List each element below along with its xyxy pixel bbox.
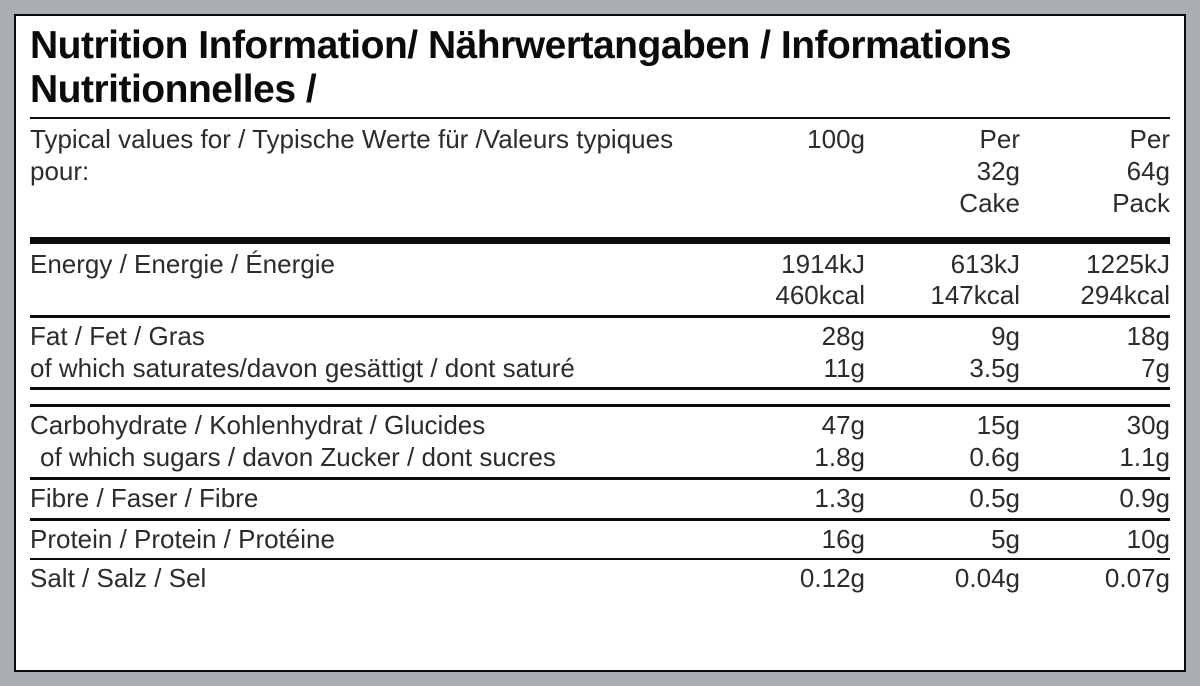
carb-c3: 30g xyxy=(1030,410,1170,442)
protein-c2: 5g xyxy=(875,524,1030,556)
carb-label-line: Carbohydrate / Kohlenhydrat / Glucides xyxy=(30,410,695,442)
header-col2-l2: 32g xyxy=(875,156,1020,188)
header-col-pack: Per 64g Pack xyxy=(1030,124,1170,219)
fat-c1: 28g xyxy=(695,321,865,353)
energy-label: Energy / Energie / Énergie xyxy=(30,249,695,281)
fat-label: Fat / Fet / Gras of which saturates/davo… xyxy=(30,321,695,384)
energy-col1: 1914kJ 460kcal xyxy=(695,249,875,312)
fat-sat-label: of which saturates/davon gesättigt / don… xyxy=(30,353,695,385)
carb-col1: 47g 1.8g xyxy=(695,410,875,473)
fat-sat-c3: 7g xyxy=(1030,353,1170,385)
energy-col2: 613kJ 147kcal xyxy=(875,249,1030,312)
carb-sugar-label: of which sugars / davon Zucker / dont su… xyxy=(30,442,695,474)
fat-col3: 18g 7g xyxy=(1030,321,1170,384)
header-col2-l1: Per xyxy=(875,124,1020,156)
row-salt: Salt / Salz / Sel 0.12g 0.04g 0.07g xyxy=(30,560,1170,598)
fibre-c1: 1.3g xyxy=(695,483,875,515)
header-col3-l1: Per xyxy=(1030,124,1170,156)
nutrition-panel: Nutrition Information/ Nährwertangaben /… xyxy=(14,14,1186,672)
salt-label: Salt / Salz / Sel xyxy=(30,563,695,595)
fat-col2: 9g 3.5g xyxy=(875,321,1030,384)
carb-sugar-c2: 0.6g xyxy=(875,442,1020,474)
header-row: Typical values for / Typische Werte für … xyxy=(30,119,1170,222)
energy-c2-kcal: 147kcal xyxy=(875,280,1020,312)
salt-c3: 0.07g xyxy=(1030,563,1170,595)
header-col-serving: Per 32g Cake xyxy=(875,124,1030,219)
row-carb: Carbohydrate / Kohlenhydrat / Glucides o… xyxy=(30,407,1170,476)
header-col2-l3: Cake xyxy=(875,188,1020,220)
fibre-c3: 0.9g xyxy=(1030,483,1170,515)
energy-c2-kj: 613kJ xyxy=(875,249,1020,281)
carb-label: Carbohydrate / Kohlenhydrat / Glucides o… xyxy=(30,410,695,473)
salt-c2: 0.04g xyxy=(875,563,1030,595)
row-fibre: Fibre / Faser / Fibre 1.3g 0.5g 0.9g xyxy=(30,480,1170,518)
carb-col2: 15g 0.6g xyxy=(875,410,1030,473)
divider-thick xyxy=(30,237,1170,244)
panel-title: Nutrition Information/ Nährwertangaben /… xyxy=(30,24,1170,111)
row-energy: Energy / Energie / Énergie 1914kJ 460kca… xyxy=(30,244,1170,315)
protein-c1: 16g xyxy=(695,524,875,556)
header-col3-l3: Pack xyxy=(1030,188,1170,220)
fat-c3: 18g xyxy=(1030,321,1170,353)
fat-label-line: Fat / Fet / Gras xyxy=(30,321,695,353)
energy-c1-kj: 1914kJ xyxy=(695,249,865,281)
carb-c2: 15g xyxy=(875,410,1020,442)
header-label: Typical values for / Typische Werte für … xyxy=(30,124,695,187)
header-col1-l1: 100g xyxy=(695,124,865,156)
fibre-label: Fibre / Faser / Fibre xyxy=(30,483,695,515)
fat-sat-c1: 11g xyxy=(695,353,865,385)
carb-col3: 30g 1.1g xyxy=(1030,410,1170,473)
energy-c1-kcal: 460kcal xyxy=(695,280,865,312)
fat-col1: 28g 11g xyxy=(695,321,875,384)
fat-c2: 9g xyxy=(875,321,1020,353)
energy-c3-kj: 1225kJ xyxy=(1030,249,1170,281)
row-fat: Fat / Fet / Gras of which saturates/davo… xyxy=(30,318,1170,387)
row-protein: Protein / Protein / Protéine 16g 5g 10g xyxy=(30,521,1170,559)
header-col3-l2: 64g xyxy=(1030,156,1170,188)
carb-c1: 47g xyxy=(695,410,865,442)
fat-sat-c2: 3.5g xyxy=(875,353,1020,385)
protein-c3: 10g xyxy=(1030,524,1170,556)
carb-sugar-c3: 1.1g xyxy=(1030,442,1170,474)
energy-col3: 1225kJ 294kcal xyxy=(1030,249,1170,312)
carb-sugar-c1: 1.8g xyxy=(695,442,865,474)
energy-c3-kcal: 294kcal xyxy=(1030,280,1170,312)
salt-c1: 0.12g xyxy=(695,563,875,595)
header-col-100g: 100g xyxy=(695,124,875,156)
protein-label: Protein / Protein / Protéine xyxy=(30,524,695,556)
fibre-c2: 0.5g xyxy=(875,483,1030,515)
